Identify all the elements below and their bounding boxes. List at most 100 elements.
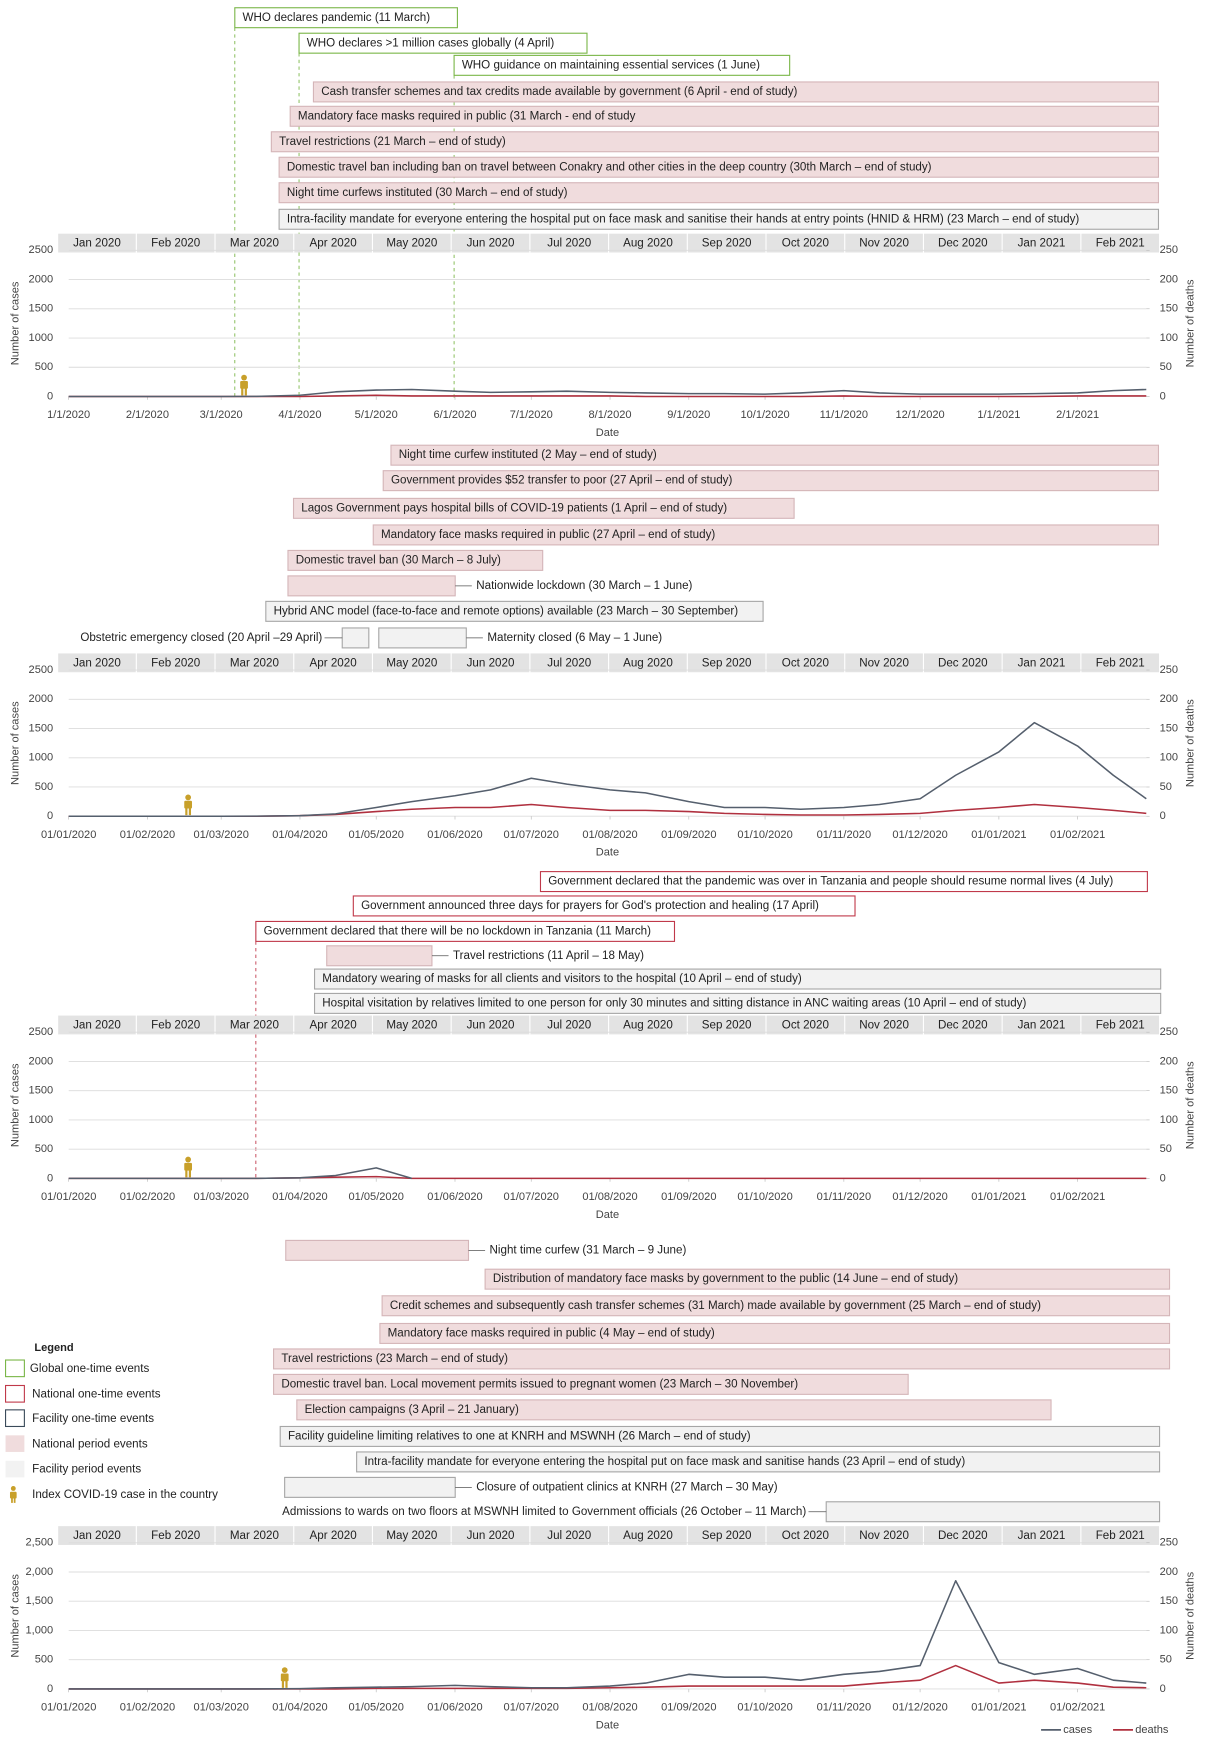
month-cell [845, 1015, 923, 1035]
month-cell [136, 233, 215, 253]
y2-tick-label: 200 [1160, 1055, 1178, 1067]
series-line [68, 388, 1147, 398]
month-label: Feb 2021 [1096, 1529, 1145, 1542]
x-tick-label: 01/09/2020 [661, 1702, 716, 1714]
month-cell [609, 1526, 687, 1545]
month-cell [373, 233, 451, 253]
month-label: Dec 2020 [938, 237, 988, 250]
month-label: Feb 2021 [1096, 237, 1145, 250]
month-cell [766, 233, 845, 253]
x-tick-label: 01/02/2020 [120, 1191, 175, 1203]
y2-tick-label: 150 [1160, 1085, 1178, 1097]
legend-item: Global one-time events [30, 1362, 150, 1375]
month-cell [687, 1526, 766, 1545]
x-tick-label: 01/04/2020 [272, 1191, 327, 1203]
month-cell [609, 653, 687, 673]
x-tick-label: 1/1/2020 [47, 409, 90, 421]
month-label: May 2020 [386, 237, 437, 250]
x-tick-label: 01/01/2020 [41, 829, 96, 841]
y-tick-label: 0 [47, 1683, 53, 1695]
event-label: Hospital visitation by relatives limited… [322, 996, 1026, 1009]
month-label: Sep 2020 [702, 1529, 752, 1542]
month-label: Nov 2020 [859, 656, 909, 669]
x-tick-label: 01/02/2021 [1050, 829, 1105, 841]
x-tick-label: 01/10/2020 [737, 1702, 792, 1714]
month-cell [373, 1526, 451, 1545]
y2-tick-label: 250 [1160, 244, 1178, 256]
event-label: Maternity closed (6 May – 1 June) [487, 631, 662, 644]
event-box [298, 32, 588, 54]
event-label: Government provides $52 transfer to poor… [391, 474, 733, 487]
event-label: Closure of outpatient clinics at KNRH (2… [476, 1480, 777, 1493]
event-label: Domestic travel ban. Local movement perm… [281, 1377, 798, 1390]
x-tick-label: 01/01/2021 [971, 1191, 1026, 1203]
x-tick-label: 5/1/2020 [355, 409, 398, 421]
month-label: Jan 2021 [1018, 237, 1066, 250]
event-box [289, 105, 1160, 127]
month-cell [58, 1015, 136, 1035]
event-box [352, 895, 856, 917]
y-tick-label: 0 [47, 1172, 53, 1184]
month-label: Nov 2020 [859, 1019, 909, 1032]
month-label: Nov 2020 [859, 237, 909, 250]
x-tick-label: 01/11/2020 [817, 1702, 872, 1714]
month-cell [1081, 1015, 1160, 1035]
month-label: Oct 2020 [782, 656, 829, 669]
y-tick-label: 0 [47, 810, 53, 822]
month-cell [609, 233, 687, 253]
y-tick-label: 500 [35, 361, 53, 373]
x-axis-title: Date [596, 1719, 619, 1731]
event-box [825, 1501, 1161, 1523]
y2-tick-label: 100 [1160, 752, 1178, 764]
legend-item: Facility period events [32, 1463, 141, 1476]
y2-tick-label: 0 [1160, 390, 1166, 402]
event-label: Facility guideline limiting relatives to… [288, 1429, 751, 1442]
x-tick-label: 01/01/2020 [41, 1702, 96, 1714]
x-tick-label: 01/07/2020 [504, 829, 559, 841]
x-tick-label: 01/05/2020 [349, 829, 404, 841]
x-tick-label: 1/1/2021 [977, 409, 1020, 421]
y2-tick-label: 50 [1160, 1654, 1172, 1666]
event-box [484, 1268, 1171, 1290]
event-label: Travel restrictions (11 April – 18 May) [453, 949, 644, 962]
legend-item: Index COVID-19 case in the country [32, 1488, 218, 1501]
event-label: Lagos Government pays hospital bills of … [301, 501, 727, 514]
legend-swatch [5, 1435, 25, 1452]
y-tick-label: 1500 [29, 1085, 54, 1097]
month-label: Feb 2020 [151, 1529, 200, 1542]
month-label: Nov 2020 [859, 1529, 909, 1542]
x-tick-label: 01/05/2020 [349, 1702, 404, 1714]
y-tick-label: 2500 [29, 664, 54, 676]
x-tick-label: 01/04/2020 [272, 1702, 327, 1714]
y-tick-label: 2000 [29, 1055, 54, 1067]
x-axis-title: Date [596, 847, 619, 859]
x-tick-label: 7/1/2020 [510, 409, 553, 421]
x-tick-label: 01/05/2020 [349, 1191, 404, 1203]
event-box [279, 1425, 1161, 1447]
event-label: Election campaigns (3 April – 21 January… [305, 1403, 519, 1416]
month-label: Feb 2020 [151, 656, 200, 669]
x-tick-label: 10/1/2020 [740, 409, 789, 421]
x-tick-label: 01/04/2020 [272, 829, 327, 841]
x-tick-label: 01/06/2020 [427, 829, 482, 841]
y-tick-label: 2000 [29, 693, 54, 705]
event-box [312, 81, 1160, 103]
x-tick-label: 01/01/2021 [971, 829, 1026, 841]
month-cell [215, 233, 294, 253]
y-tick-label: 2500 [29, 244, 54, 256]
y-axis-title: Number of cases [9, 1574, 21, 1658]
x-tick-label: 01/03/2020 [193, 1702, 248, 1714]
month-cell [923, 653, 1002, 673]
y-tick-label: 1500 [29, 303, 54, 315]
month-label: Jan 2020 [73, 1529, 121, 1542]
x-tick-label: 01/03/2020 [193, 829, 248, 841]
event-label: Intra-facility mandate for everyone ente… [364, 1455, 965, 1468]
month-cell [1081, 1526, 1160, 1545]
event-box [539, 871, 1148, 893]
x-tick-label: 01/07/2020 [504, 1191, 559, 1203]
month-cell [845, 1526, 923, 1545]
month-label: Sep 2020 [702, 656, 752, 669]
event-box [372, 524, 1160, 546]
month-label: Jul 2020 [547, 656, 591, 669]
y2-tick-label: 200 [1160, 693, 1178, 705]
